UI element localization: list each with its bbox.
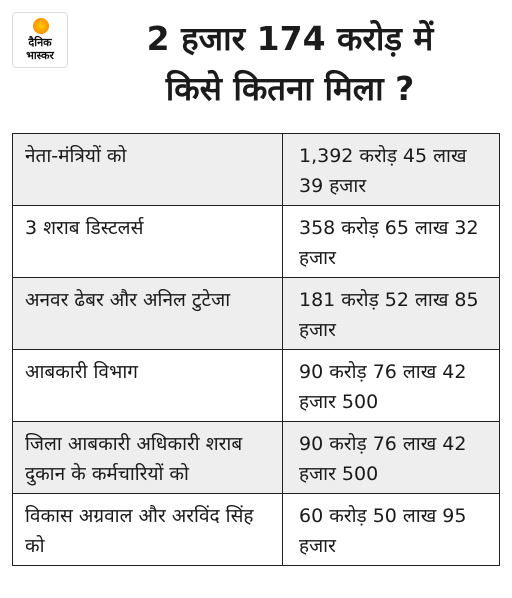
logo-line-1: दैनिक [28,36,52,49]
amount-cell: 358 करोड़ 65 लाख 32 हजार [282,205,500,278]
amount-cell: 1,392 करोड़ 45 लाख 39 हजार [282,133,500,206]
dainik-bhaskar-logo: दैनिक भास्कर [12,12,68,68]
table-row: जिला आबकारी अधिकारी शराब दुकान के कर्मचा… [12,421,500,494]
page-title: 2 हजार 174 करोड़ में किसे कितना मिला ? [85,14,495,114]
table-row: विकास अग्रवाल और अरविंद सिंह को 60 करोड़… [12,493,500,566]
table-row: 3 शराब डिस्टलर्स 358 करोड़ 65 लाख 32 हजा… [12,205,500,278]
table-row: नेता-मंत्रियों को 1,392 करोड़ 45 लाख 39 … [12,133,500,206]
recipient-cell: 3 शराब डिस्टलर्स [12,205,283,278]
recipient-cell: अनवर ढेबर और अनिल टुटेजा [12,277,283,350]
amount-cell: 181 करोड़ 52 लाख 85 हजार [282,277,500,350]
amount-cell: 60 करोड़ 50 लाख 95 हजार [282,493,500,566]
title-line-2: किसे कितना मिला ? [165,69,415,108]
logo-line-2: भास्कर [26,49,54,62]
title-line-1: 2 हजार 174 करोड़ में [146,19,434,58]
recipient-cell: आबकारी विभाग [12,349,283,422]
recipient-cell: विकास अग्रवाल और अरविंद सिंह को [12,493,283,566]
recipient-cell: जिला आबकारी अधिकारी शराब दुकान के कर्मचा… [12,421,283,494]
table-row: आबकारी विभाग 90 करोड़ 76 लाख 42 हजार 500 [12,349,500,422]
amount-cell: 90 करोड़ 76 लाख 42 हजार 500 [282,349,500,422]
sun-icon [33,18,49,34]
distribution-table: नेता-मंत्रियों को 1,392 करोड़ 45 लाख 39 … [12,133,500,566]
table-row: अनवर ढेबर और अनिल टुटेजा 181 करोड़ 52 ला… [12,277,500,350]
amount-cell: 90 करोड़ 76 लाख 42 हजार 500 [282,421,500,494]
logo-text: दैनिक भास्कर [13,36,67,62]
recipient-cell: नेता-मंत्रियों को [12,133,283,206]
